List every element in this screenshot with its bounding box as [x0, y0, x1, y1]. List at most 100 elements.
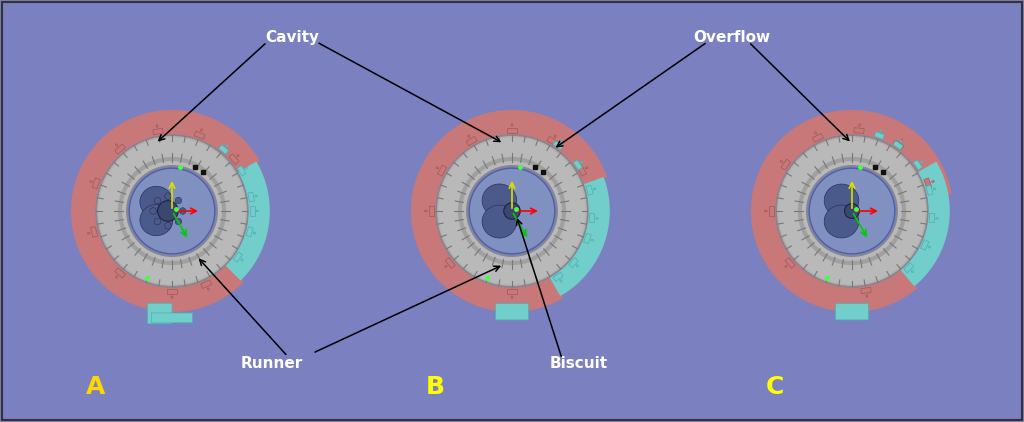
- Ellipse shape: [241, 259, 243, 261]
- Polygon shape: [250, 206, 255, 216]
- Ellipse shape: [150, 208, 157, 214]
- Ellipse shape: [933, 188, 936, 190]
- Ellipse shape: [87, 233, 90, 234]
- Ellipse shape: [171, 296, 173, 298]
- Ellipse shape: [593, 188, 596, 190]
- Polygon shape: [92, 178, 100, 189]
- Text: Biscuit: Biscuit: [550, 356, 607, 371]
- Polygon shape: [507, 128, 517, 133]
- Polygon shape: [568, 257, 579, 268]
- Ellipse shape: [201, 129, 203, 131]
- Ellipse shape: [155, 197, 161, 204]
- Ellipse shape: [436, 135, 588, 287]
- Polygon shape: [90, 227, 97, 237]
- Ellipse shape: [504, 203, 520, 219]
- Polygon shape: [573, 160, 583, 170]
- Ellipse shape: [256, 210, 259, 212]
- Polygon shape: [874, 132, 885, 139]
- Polygon shape: [115, 144, 126, 154]
- Ellipse shape: [807, 166, 897, 256]
- Ellipse shape: [482, 184, 517, 217]
- Polygon shape: [437, 165, 446, 176]
- Ellipse shape: [255, 195, 257, 197]
- Polygon shape: [507, 289, 517, 294]
- Ellipse shape: [208, 288, 210, 290]
- Ellipse shape: [511, 124, 513, 126]
- Polygon shape: [893, 140, 904, 150]
- Ellipse shape: [560, 280, 562, 282]
- Ellipse shape: [140, 204, 173, 235]
- Ellipse shape: [469, 168, 555, 254]
- Ellipse shape: [253, 232, 256, 234]
- Polygon shape: [589, 213, 595, 223]
- Ellipse shape: [814, 132, 816, 134]
- Ellipse shape: [778, 138, 926, 284]
- Text: B: B: [426, 375, 444, 399]
- Ellipse shape: [444, 265, 447, 268]
- Polygon shape: [218, 145, 228, 154]
- Polygon shape: [924, 178, 932, 189]
- Text: A: A: [86, 375, 105, 399]
- Polygon shape: [586, 185, 593, 195]
- Ellipse shape: [179, 208, 186, 214]
- Ellipse shape: [809, 168, 895, 254]
- Polygon shape: [913, 160, 923, 170]
- Ellipse shape: [436, 167, 438, 169]
- Polygon shape: [893, 141, 903, 150]
- Ellipse shape: [560, 140, 562, 142]
- Polygon shape: [812, 133, 823, 142]
- Polygon shape: [167, 289, 177, 294]
- Polygon shape: [769, 206, 774, 216]
- Polygon shape: [248, 192, 254, 202]
- FancyBboxPatch shape: [152, 313, 193, 323]
- Ellipse shape: [881, 130, 882, 132]
- Ellipse shape: [824, 205, 859, 238]
- Polygon shape: [153, 128, 163, 135]
- Polygon shape: [429, 206, 434, 216]
- Ellipse shape: [165, 222, 171, 229]
- Ellipse shape: [784, 265, 787, 268]
- Ellipse shape: [129, 168, 215, 254]
- Ellipse shape: [468, 135, 470, 138]
- Ellipse shape: [155, 218, 161, 225]
- Polygon shape: [553, 272, 563, 281]
- Ellipse shape: [245, 167, 247, 169]
- FancyBboxPatch shape: [496, 303, 528, 320]
- Polygon shape: [926, 185, 933, 195]
- Ellipse shape: [98, 138, 246, 284]
- Ellipse shape: [116, 144, 118, 146]
- Ellipse shape: [577, 265, 579, 267]
- Ellipse shape: [586, 167, 588, 169]
- Polygon shape: [902, 162, 949, 285]
- Polygon shape: [551, 178, 609, 295]
- Ellipse shape: [900, 139, 902, 141]
- Polygon shape: [584, 233, 591, 243]
- Ellipse shape: [780, 160, 782, 162]
- Polygon shape: [904, 263, 913, 273]
- Polygon shape: [861, 287, 871, 294]
- Ellipse shape: [776, 135, 928, 287]
- Ellipse shape: [175, 197, 181, 204]
- Ellipse shape: [165, 193, 171, 200]
- Polygon shape: [578, 165, 587, 176]
- Ellipse shape: [581, 161, 583, 163]
- FancyBboxPatch shape: [836, 303, 868, 320]
- Polygon shape: [553, 141, 563, 150]
- Polygon shape: [226, 162, 269, 280]
- Ellipse shape: [425, 210, 427, 212]
- Text: Overflow: Overflow: [693, 30, 771, 45]
- Polygon shape: [115, 268, 126, 278]
- Polygon shape: [195, 131, 205, 139]
- Ellipse shape: [921, 161, 923, 163]
- Polygon shape: [781, 159, 791, 170]
- Ellipse shape: [866, 295, 867, 297]
- Ellipse shape: [936, 218, 938, 219]
- Ellipse shape: [482, 205, 517, 238]
- Ellipse shape: [237, 154, 240, 157]
- Polygon shape: [238, 166, 246, 176]
- Ellipse shape: [511, 296, 513, 298]
- Polygon shape: [785, 257, 796, 268]
- Ellipse shape: [157, 125, 158, 127]
- Polygon shape: [752, 111, 951, 311]
- Polygon shape: [228, 154, 239, 165]
